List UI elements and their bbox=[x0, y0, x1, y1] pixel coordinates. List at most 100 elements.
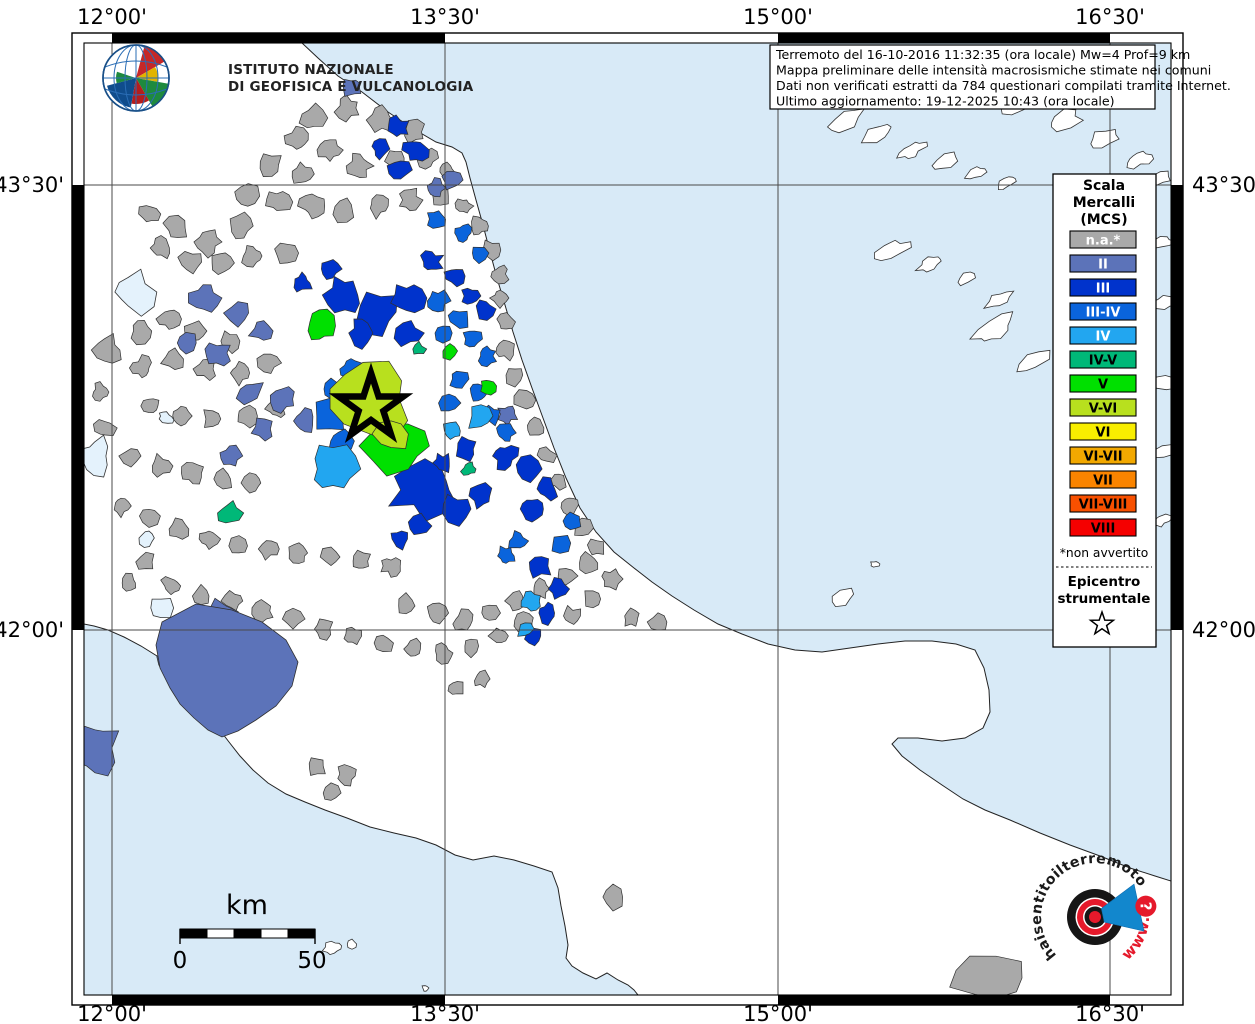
info-line-2: Mappa preliminare delle intensità macros… bbox=[776, 63, 1211, 78]
legend-epicenter-star-icon bbox=[1088, 609, 1116, 636]
info-line-1: Terremoto del 16-10-2016 11:32:35 (ora l… bbox=[775, 47, 1190, 62]
lakes bbox=[84, 268, 175, 619]
island bbox=[931, 151, 959, 170]
municipality-III bbox=[442, 493, 472, 527]
ingv-logo: ISTITUTO NAZIONALE DI GEOFISICA E VULCAN… bbox=[102, 44, 474, 112]
municipality-na bbox=[168, 517, 190, 540]
municipality-na bbox=[139, 508, 161, 528]
municipality-III_IV bbox=[477, 345, 498, 368]
legend-swatch bbox=[1069, 230, 1137, 249]
municipality-na bbox=[213, 467, 232, 490]
legend-epicenter-line1: Epicentro bbox=[1068, 574, 1141, 590]
municipality-III_IV bbox=[551, 535, 572, 554]
frame-band-segment bbox=[112, 995, 445, 1005]
island bbox=[1016, 349, 1051, 373]
municipality-na bbox=[488, 289, 510, 310]
municipality-na bbox=[237, 404, 258, 429]
municipality-III_IV bbox=[438, 393, 462, 412]
municipality-na bbox=[557, 568, 579, 586]
question-badge-icon: ? bbox=[1135, 895, 1157, 917]
municipality-na bbox=[229, 360, 250, 387]
municipality-na bbox=[454, 198, 475, 214]
municipality-na bbox=[297, 193, 326, 220]
axis-label-top: 13°30' bbox=[410, 5, 480, 29]
lake bbox=[84, 434, 109, 478]
municipality-na bbox=[380, 557, 402, 578]
municipality-III_IV bbox=[454, 223, 473, 243]
municipality-III bbox=[387, 114, 410, 138]
municipality-III_IV bbox=[472, 246, 490, 265]
municipality-III bbox=[538, 601, 555, 627]
municipality-IV_V bbox=[217, 499, 245, 524]
municipality-III bbox=[475, 299, 497, 321]
legend-swatch bbox=[1069, 278, 1137, 297]
legend-label: III-IV bbox=[1086, 306, 1121, 321]
municipality-na bbox=[274, 242, 299, 264]
municipality-na bbox=[265, 191, 294, 211]
municipality-III bbox=[386, 160, 413, 180]
legend-swatch bbox=[1069, 374, 1137, 393]
municipality-na bbox=[198, 530, 222, 551]
municipality-III_IV bbox=[427, 210, 446, 229]
legend-item-VI_VII: VI-VII bbox=[1069, 446, 1137, 465]
legend-swatch bbox=[1069, 518, 1137, 537]
municipality-na bbox=[496, 312, 516, 330]
scale-end-label: 50 bbox=[297, 948, 326, 974]
epicenter-star-icon bbox=[328, 362, 414, 443]
municipality-polygons bbox=[84, 78, 1023, 995]
lake bbox=[114, 268, 158, 317]
municipality-na bbox=[332, 197, 355, 224]
municipality-III bbox=[321, 259, 343, 281]
municipality-na bbox=[601, 568, 624, 591]
municipality-IV bbox=[520, 590, 541, 612]
municipality-na bbox=[513, 389, 537, 410]
municipality-na bbox=[172, 405, 193, 427]
municipality-II bbox=[426, 177, 447, 198]
island bbox=[895, 141, 928, 160]
municipality-IV bbox=[443, 421, 461, 440]
frame-band-segment bbox=[72, 185, 84, 630]
legend-swatch bbox=[1069, 470, 1137, 489]
legend-title-line1: Scala bbox=[1083, 178, 1125, 194]
municipality-III bbox=[420, 250, 445, 271]
municipality-III bbox=[348, 318, 374, 350]
municipality-II bbox=[247, 320, 274, 341]
lake bbox=[150, 598, 175, 619]
axis-label-left: 43°30' bbox=[0, 173, 64, 197]
municipality-III bbox=[468, 482, 493, 510]
legend-swatch bbox=[1069, 254, 1137, 273]
municipality-III bbox=[407, 512, 433, 535]
legend-label: V-VI bbox=[1089, 402, 1117, 417]
municipality-na bbox=[452, 608, 474, 631]
municipality-na bbox=[113, 497, 132, 519]
municipality-na bbox=[291, 161, 315, 184]
municipality-na bbox=[602, 883, 623, 912]
municipality-III bbox=[321, 275, 360, 314]
municipality-na bbox=[624, 607, 640, 627]
coordinate-labels: 12°00' 12°00' 13°30' 13°30' 15°00' 15°00' 16°3… bbox=[0, 5, 1255, 1024]
scale-segment bbox=[179, 928, 208, 939]
municipality-na bbox=[135, 551, 155, 570]
municipality-na bbox=[181, 461, 204, 485]
municipality-na bbox=[241, 245, 263, 268]
municipality-na bbox=[319, 546, 341, 566]
municipality-na bbox=[192, 583, 210, 605]
municipality-na bbox=[333, 94, 360, 123]
legend-label: V bbox=[1098, 378, 1108, 393]
municipality-na bbox=[151, 452, 174, 478]
island bbox=[831, 587, 855, 608]
island bbox=[870, 561, 881, 568]
municipality-na bbox=[93, 419, 118, 436]
ingv-title-line2: DI GEOFISICA E VULCANOLOGIA bbox=[228, 79, 474, 95]
municipality-roma bbox=[155, 603, 299, 738]
legend-label: VI-VII bbox=[1083, 450, 1122, 465]
municipality-na bbox=[495, 339, 515, 362]
municipality-na bbox=[464, 638, 479, 659]
legend-item-II: II bbox=[1069, 254, 1137, 273]
legend-item-V_VI: V-VI bbox=[1069, 398, 1137, 417]
municipality-na bbox=[352, 549, 371, 569]
axis-label-top: 12°00' bbox=[77, 5, 147, 29]
municipality-II bbox=[188, 284, 223, 313]
municipality-na bbox=[563, 604, 582, 625]
axis-label-top: 15°00' bbox=[743, 5, 813, 29]
